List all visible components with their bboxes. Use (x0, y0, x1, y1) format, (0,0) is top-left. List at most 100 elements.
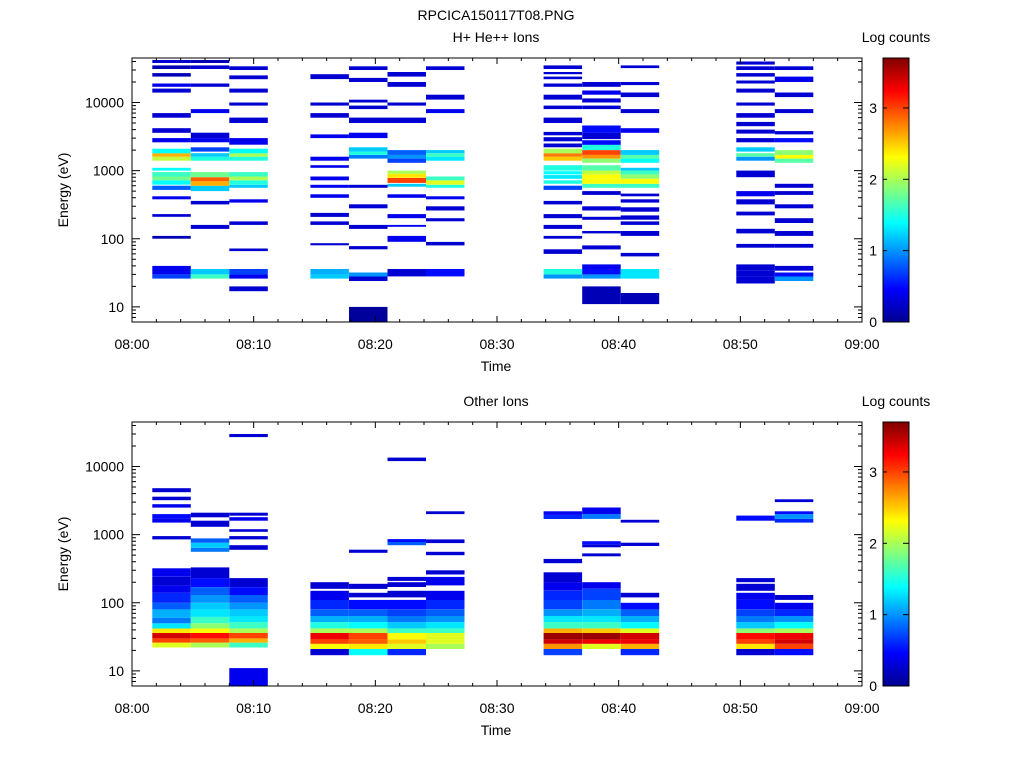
spectrogram-cell (582, 633, 621, 640)
spectrogram-cell (582, 544, 621, 548)
spectrogram-cell (310, 643, 349, 649)
spectrogram-cell (310, 274, 349, 279)
spectrogram-cell (736, 121, 775, 127)
spectrogram-cell (229, 536, 268, 540)
spectrogram-cell (426, 570, 465, 575)
spectrogram-cell (349, 583, 388, 589)
x-tick-label: 08:20 (358, 700, 393, 716)
spectrogram-cell (349, 639, 388, 644)
spectrogram-cell (543, 83, 583, 87)
colorbar-tick-label: 0 (869, 678, 877, 694)
spectrogram-cell (190, 269, 230, 275)
spectrogram-cell (229, 117, 268, 123)
spectrogram-cell (736, 138, 775, 143)
spectrogram-cell (310, 633, 349, 640)
y-tick-label: 1000 (93, 163, 124, 179)
spectrogram-cell (582, 82, 621, 87)
spectrogram-cell (736, 270, 775, 277)
spectrogram-cell (543, 643, 583, 649)
spectrogram-cell (190, 578, 230, 587)
colorbar-tick-label: 1 (869, 243, 877, 259)
spectrogram-cell (582, 144, 621, 151)
spectrogram-cell (152, 488, 191, 493)
spectrogram-cell (426, 153, 465, 157)
spectrogram-cell (310, 165, 349, 168)
spectrogram-cell (774, 628, 814, 633)
spectrogram-cell (152, 65, 191, 69)
spectrogram-cell (543, 572, 583, 583)
spectrogram-cell (543, 72, 583, 75)
spectrogram-cell (543, 148, 583, 154)
spectrogram-cell (774, 514, 814, 519)
spectrogram-cell (310, 243, 349, 246)
spectrogram-cell (387, 639, 426, 644)
y-tick-label: 10 (108, 299, 124, 315)
spectrogram-cell (190, 153, 230, 157)
spectrogram-cell (736, 643, 775, 649)
spectrogram-cell (543, 153, 583, 157)
spectrogram-cell (229, 286, 268, 292)
spectrogram-cell (229, 638, 268, 643)
spectrogram-cell (310, 269, 349, 275)
spectrogram-cell (152, 638, 191, 643)
spectrogram-cell (543, 175, 583, 179)
panel-2-xlabel: Time (481, 722, 512, 738)
spectrogram-cell (543, 117, 583, 123)
spectrogram-cell (349, 616, 388, 623)
spectrogram-cell (190, 602, 230, 610)
panel-other-ions: Other Ions 08:00 08:10 08:20 08:30 08:40 08:5… (55, 393, 930, 738)
spectrogram-cell (349, 224, 388, 229)
spectrogram-cell (152, 113, 191, 118)
x-tick-label: 08:40 (601, 700, 636, 716)
x-tick-label: 08:10 (236, 700, 271, 716)
spectrogram-cell (582, 622, 621, 629)
spectrogram-cell (736, 264, 775, 271)
spectrogram-cell (620, 221, 660, 225)
panel-1-ylabel: Energy (eV) (55, 153, 71, 228)
spectrogram-cell (426, 628, 465, 633)
panel-2-colorbar-ticks: 0 1 2 3 (869, 464, 909, 694)
spectrogram-cell (152, 176, 191, 181)
spectrogram-cell (736, 592, 775, 600)
spectrogram-cell (229, 578, 268, 587)
spectrogram-cell (736, 153, 775, 157)
spectrogram-cell (620, 648, 660, 656)
spectrogram-cell (229, 545, 268, 550)
spectrogram-cell (543, 180, 583, 184)
spectrogram-cell (310, 156, 349, 161)
spectrogram-cell (229, 148, 268, 154)
spectrogram-cell (736, 599, 775, 610)
spectrogram-cell (582, 90, 621, 95)
spectrogram-cell (582, 639, 621, 644)
spectrogram-cell (774, 191, 814, 195)
spectrogram-cell (774, 499, 814, 503)
spectrogram-cell (582, 216, 621, 220)
spectrogram-cell (543, 599, 583, 610)
spectrogram-cell (582, 158, 621, 163)
spectrogram-cell (152, 235, 191, 239)
spectrogram-cell (190, 274, 230, 279)
spectrogram-cell (620, 207, 660, 212)
spectrogram-cell (620, 639, 660, 644)
spectrogram-cell (152, 628, 191, 633)
spectrogram-cell (426, 616, 465, 623)
spectrogram-cell (349, 99, 388, 103)
spectrogram-cell (774, 272, 814, 277)
spectrogram-cell (620, 82, 660, 86)
spectrogram-cell (387, 154, 426, 159)
spectrogram-cell (426, 176, 465, 181)
panel-2-title: Other Ions (463, 393, 528, 409)
spectrogram-cell (229, 587, 268, 595)
spectrogram-cell (190, 138, 230, 143)
spectrogram-cell (736, 243, 775, 248)
spectrogram-cell (152, 148, 191, 154)
spectrogram-cell (426, 599, 465, 610)
spectrogram-cell (582, 154, 621, 159)
spectrogram-cell (736, 170, 775, 178)
spectrogram-cell (620, 293, 660, 305)
spectrogram-cell (736, 199, 775, 205)
spectrogram-cell (736, 191, 775, 197)
spectrogram-cell (582, 628, 621, 633)
spectrogram-cell (620, 183, 660, 188)
spectrogram-cell (620, 170, 660, 175)
